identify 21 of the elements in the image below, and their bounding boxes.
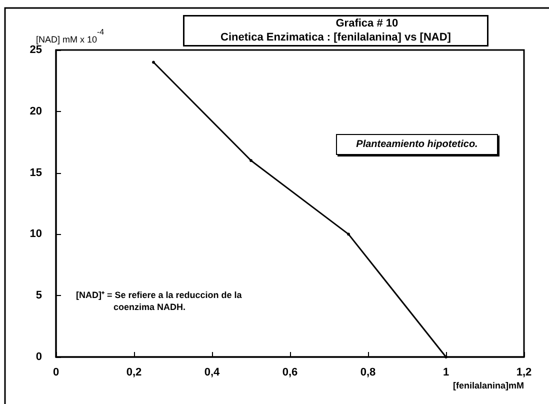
x-tick-label: 0,2 [126,366,142,378]
annotation: [NAD]⁺ = Se refiere a la reduccion de la coenzima NADH. [76,290,243,312]
chart-title: Grafica # 10 [336,17,398,30]
y-tick-label: 20 [30,105,42,118]
y-tick-label: 5 [36,290,42,302]
y-tick-label: 10 [30,228,42,240]
x-axis-title: [fenilalanina]mM [452,380,524,390]
y-tick-label: 25 [30,44,42,56]
x-tick-label: 0 [52,366,60,378]
point [152,60,155,64]
y-tick-label: 0 [36,351,42,363]
point [347,232,350,236]
y-tick-label: 15 [30,166,42,179]
note-box: Planteamiento hipotetico. [336,134,498,155]
x-tick-label: 0,4 [204,366,221,378]
x-tick-label: 1,2 [516,366,532,378]
y-axis-title: [NAD] mM x 10-4 [36,28,105,44]
x-tick-label: 0,6 [282,366,298,378]
x-tick-label: 1 [442,366,450,378]
x-tick-label: 0,8 [360,366,376,378]
chart-subtitle: Cinetica Enzimatica : [fenilalanina] vs [NAD] [220,31,452,44]
